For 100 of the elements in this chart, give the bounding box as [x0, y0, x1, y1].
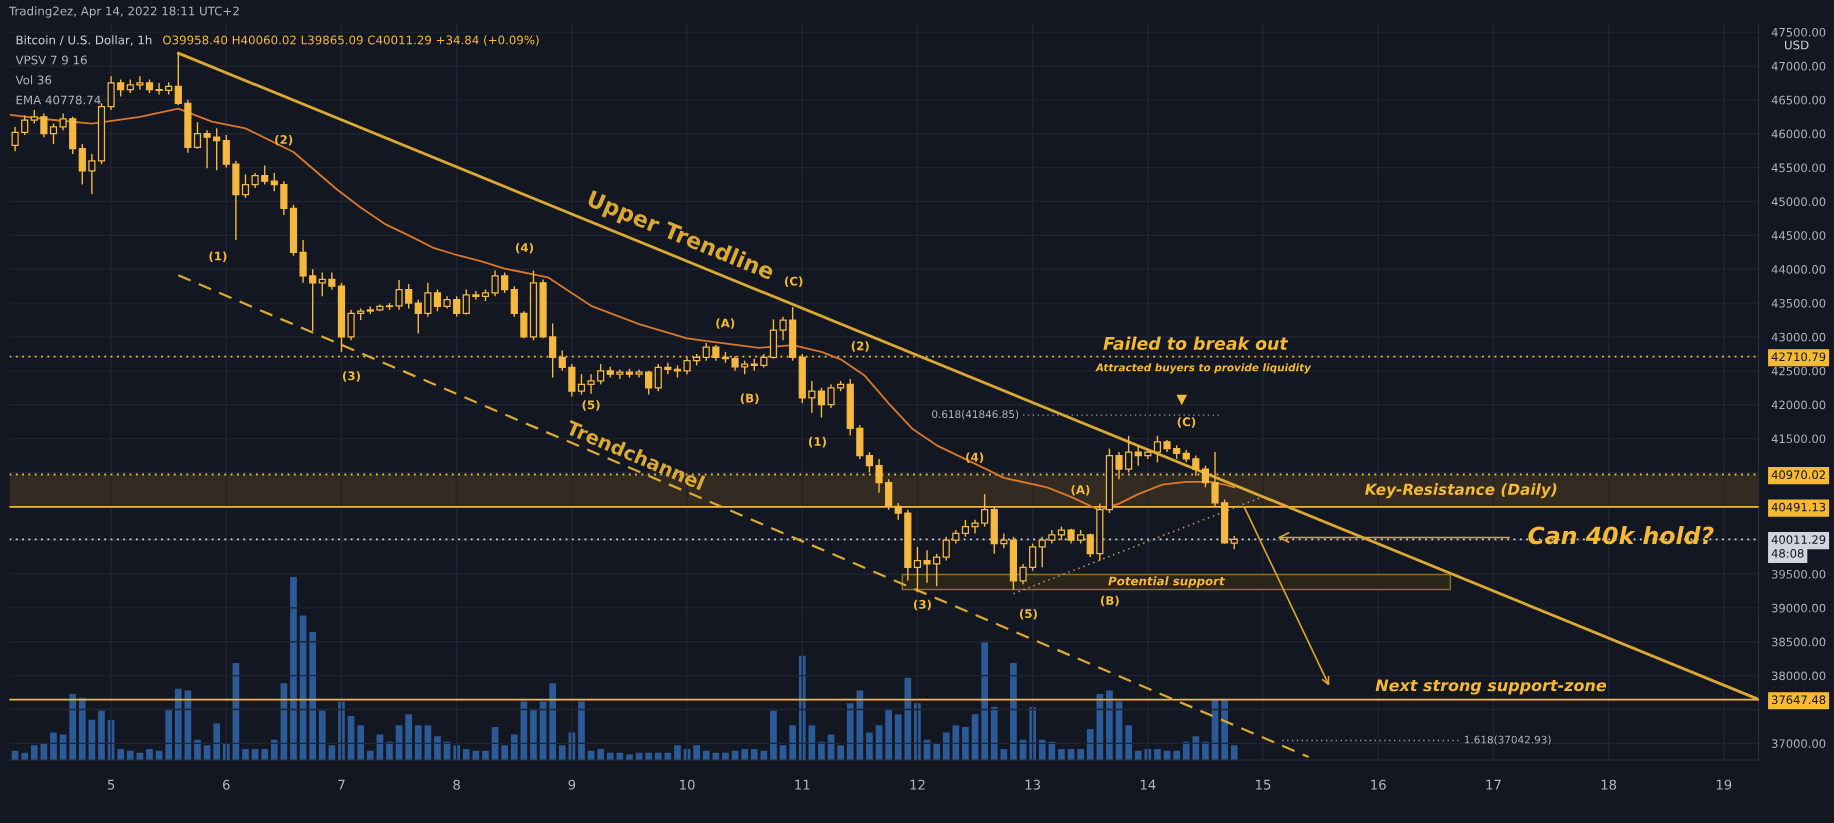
y-tick-label: 40491.13: [1771, 502, 1826, 512]
annotation: (4): [515, 242, 533, 254]
bar: [885, 708, 893, 760]
candlestick: [261, 164, 269, 186]
candlestick: [827, 383, 835, 409]
y-tick-label: 41500.00: [1771, 434, 1826, 444]
bar: [261, 749, 269, 760]
candlestick: [174, 52, 182, 106]
annotation: Can 40k hold?: [1528, 526, 1714, 545]
bar: [482, 750, 489, 760]
candlestick: [280, 180, 288, 216]
bar: [990, 706, 998, 760]
bar: [770, 710, 777, 760]
annotation: (B): [1100, 595, 1119, 607]
bar: [309, 631, 317, 760]
band-label: Key-Resistance (Daily): [1365, 483, 1557, 499]
bar: [1010, 663, 1017, 760]
annotation: (2): [851, 341, 869, 352]
bar: [1077, 749, 1084, 760]
y-tick-label: 42710.79: [1771, 352, 1826, 362]
annotation: Potential support: [1108, 576, 1225, 588]
y-tick-label: 47500.00: [1771, 27, 1826, 37]
bar: [146, 749, 153, 760]
bar: [462, 749, 470, 760]
candlestick: [577, 373, 586, 396]
y-tick-label: 47000.00: [1771, 61, 1826, 71]
bar: [1202, 741, 1209, 760]
y-axis-title: USD: [1785, 40, 1809, 50]
text: O39958.40 H40060.02 L39865.09 C40011.29 +34.84 (+0.09%): [162, 35, 539, 46]
bar: [1230, 745, 1238, 760]
bar: [405, 714, 413, 760]
candlestick: [558, 349, 566, 372]
bar: [578, 701, 585, 760]
x-tick-label: 12: [910, 779, 925, 790]
bar: [434, 736, 441, 760]
bar: [213, 723, 221, 760]
annotation: VPSV 7 9 16: [15, 55, 87, 65]
x-tick-label: 14: [1140, 779, 1156, 790]
candlestick: [942, 536, 950, 562]
bar: [290, 577, 297, 760]
annotation: (C): [784, 276, 803, 287]
bar: [174, 688, 182, 760]
x-tick-label: 8: [453, 779, 460, 790]
candlestick: [107, 75, 115, 111]
bar: [126, 750, 134, 760]
y-tick-label: 42000.00: [1771, 400, 1826, 410]
bar: [386, 741, 393, 760]
y-tick-label: 40970.02: [1771, 470, 1825, 480]
x-tick-label: 5: [107, 779, 115, 790]
bar: [1134, 750, 1142, 760]
annotation: (4): [966, 452, 984, 463]
candlestick: [1019, 563, 1027, 585]
bar: [270, 739, 278, 760]
candlestick: [433, 288, 442, 312]
bar: [69, 694, 77, 760]
candlestick: [817, 387, 826, 419]
candlestick: [616, 368, 624, 380]
candlestick: [510, 285, 518, 318]
candlestick: [981, 493, 989, 528]
bar: [1086, 728, 1094, 760]
bar: [501, 745, 509, 760]
bar: [357, 725, 365, 760]
candlestick: [1153, 435, 1162, 463]
ref-line-label: Next strong support-zone: [1375, 679, 1607, 695]
x-tick-label: 15: [1256, 779, 1271, 790]
x-tick-label: 18: [1601, 779, 1617, 790]
candlestick: [462, 288, 470, 316]
bar: [1182, 741, 1190, 760]
annotation: (B): [740, 393, 759, 405]
y-tick-label: 38500.00: [1771, 637, 1826, 647]
x-tick-label: 10: [680, 779, 695, 790]
bar: [165, 708, 173, 760]
candlestick: [568, 363, 576, 398]
candlestick: [49, 122, 58, 145]
bar: [78, 697, 86, 760]
bar: [242, 749, 249, 760]
series-label: 0.618(41846.85): [932, 410, 1019, 420]
annotation: (3): [913, 599, 931, 611]
candlestick: [453, 295, 461, 318]
annotation: Attracted buyers to provide liquidity: [1095, 363, 1312, 374]
bar: [818, 741, 825, 760]
text: Trading2ez, Apr 14, 2022 18:11 UTC+2: [8, 6, 239, 18]
bar: [837, 745, 845, 760]
candlestick: [241, 173, 250, 199]
candlestick: [597, 363, 605, 386]
candlestick: [193, 121, 202, 150]
candlestick: [645, 370, 653, 396]
candlestick: [136, 75, 144, 91]
candlestick: [520, 310, 528, 340]
candlestick: [78, 143, 86, 186]
x-tick-label: 7: [338, 779, 345, 790]
y-tick-label: 44000.00: [1771, 265, 1826, 274]
candlestick: [654, 363, 662, 392]
y-tick-label: 43000.00: [1771, 332, 1826, 342]
text: 48:08: [1771, 549, 1804, 558]
candlestick: [971, 519, 979, 535]
bar: [894, 714, 902, 760]
candlestick: [913, 546, 922, 594]
bar: [1058, 749, 1065, 760]
bar: [1173, 750, 1180, 760]
